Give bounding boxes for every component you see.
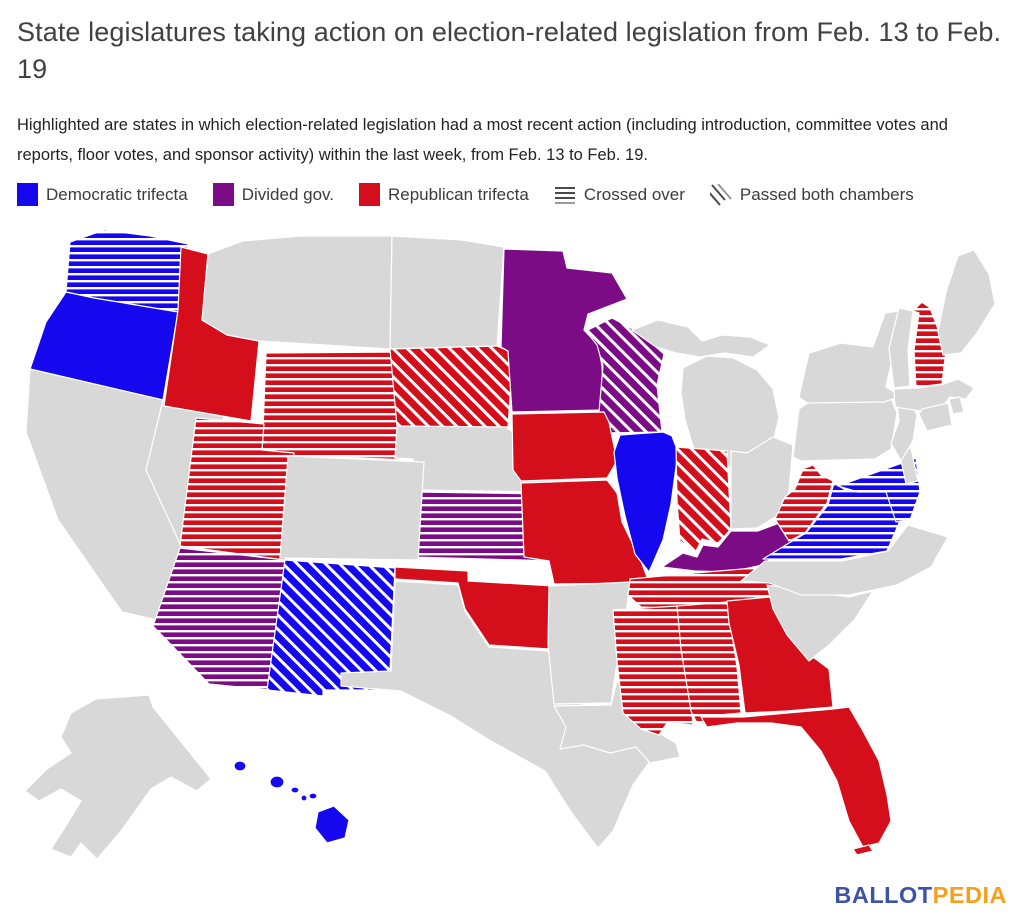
state-co[interactable]: Colorado [279,455,425,561]
state-md[interactable]: Maryland [837,457,921,523]
state-wv[interactable]: West Virginia [774,464,834,542]
legend-label: Republican trifecta [388,184,529,204]
state-ok[interactable]: Oklahoma [394,566,555,650]
ballotpedia-logo: BALLOTPEDIA [834,882,1007,909]
state-hi[interactable]: Hawaii [314,805,350,844]
state-ia[interactable]: Iowa [511,411,618,482]
legend-label: Democratic trifecta [46,184,188,204]
horizontal-lines-icon [554,184,576,206]
state-in[interactable]: Indiana [675,446,732,552]
democratic-trifecta-swatch-icon [17,183,38,206]
state-me[interactable]: Maine [937,249,996,356]
state-vt[interactable]: Vermont [888,307,914,389]
state-il[interactable]: Illinois [613,431,679,573]
header: State legislatures taking action on elec… [17,14,1009,206]
legend: Democratic trifecta Divided gov. Republi… [17,182,1009,206]
legend-item-divided-gov: Divided gov. [212,183,334,206]
state-az[interactable]: Arizona [152,547,286,691]
state-sc[interactable]: South Carolina [766,584,874,662]
ballotpedia-logo-pedia: PEDIA [932,882,1007,908]
state-hi[interactable]: Hawaii [233,760,247,772]
legend-label: Passed both chambers [739,184,914,204]
state-nd[interactable]: North Dakota [389,235,505,350]
legend-label: Divided gov. [241,184,334,204]
page-title: State legislatures taking action on elec… [17,17,1002,84]
state-ct[interactable]: Connecticut [918,402,953,432]
state-mt[interactable]: Montana [201,235,393,350]
state-hi[interactable]: Hawaii [300,794,308,802]
state-pa[interactable]: Pennsylvania [792,392,898,462]
state-fl[interactable]: Florida [700,706,892,848]
state-nc[interactable]: North Carolina [740,524,949,596]
legend-item-democratic-trifecta: Democratic trifecta [17,183,188,206]
state-fl[interactable]: Florida [852,844,874,856]
state-ri[interactable]: Rhode Island [948,396,965,415]
state-ny[interactable]: New York [798,310,902,404]
republican-trifecta-swatch-icon [359,183,380,206]
state-hi[interactable]: Hawaii [308,792,318,800]
divided-gov-swatch-icon [212,183,234,206]
legend-label: Crossed over [583,184,685,204]
state-oh[interactable]: Ohio [730,436,794,530]
state-ma[interactable]: Massachusetts [893,378,975,412]
page-subtitle: Highlighted are states in which election… [17,116,948,164]
state-hi[interactable]: Hawaii [269,775,285,789]
legend-item-crossed-over: Crossed over [554,184,685,206]
state-hi[interactable]: Hawaii [290,786,300,794]
diagonal-lines-icon [706,182,732,206]
legend-item-republican-trifecta: Republican trifecta [359,183,529,206]
legend-item-passed-both-chambers: Passed both chambers [706,182,914,206]
ballotpedia-logo-ballot: BALLOT [834,882,933,908]
state-mi[interactable]: Michigan [631,319,771,358]
state-tx[interactable]: Texas [340,580,661,849]
state-ut[interactable]: Utah [179,417,295,561]
state-sd[interactable]: South Dakota [389,345,514,428]
state-ak[interactable]: Alaska [24,694,212,860]
